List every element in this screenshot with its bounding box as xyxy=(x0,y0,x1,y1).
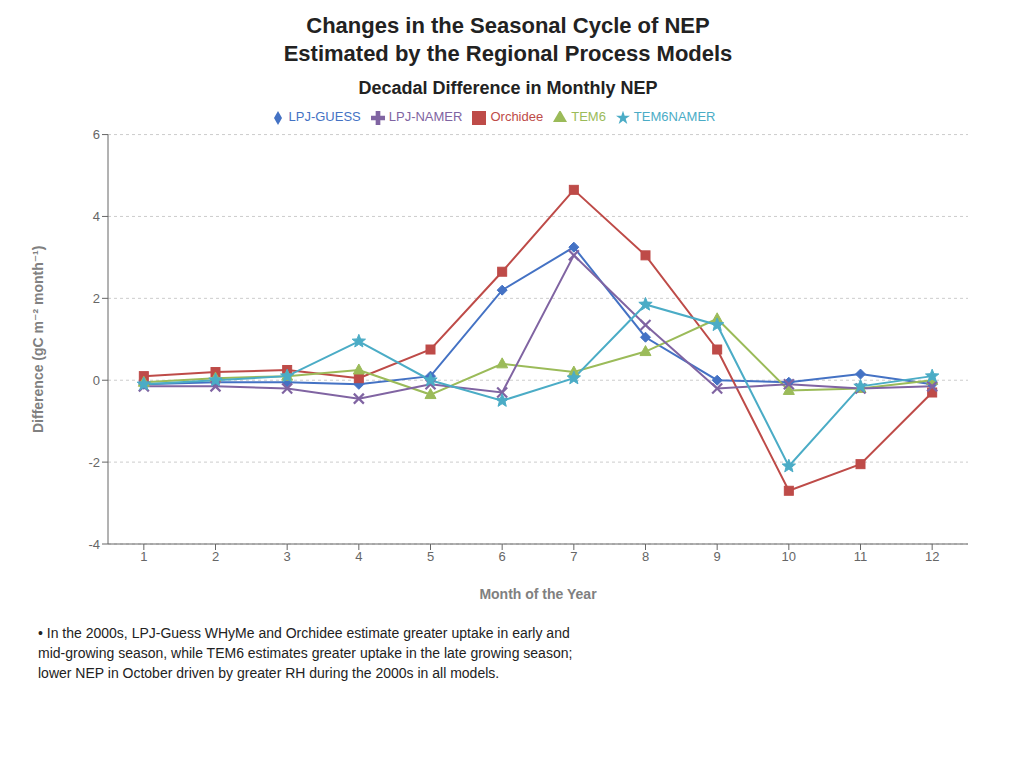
svg-text:2: 2 xyxy=(212,549,219,564)
html-text:mid-growing season, while TEM6: mid-growing season, while TEM6 estimates… xyxy=(38,645,573,661)
svg-text:6: 6 xyxy=(499,549,506,564)
svg-text:7: 7 xyxy=(570,549,577,564)
svg-text:0: 0 xyxy=(93,373,100,388)
html-text:TEM6: TEM6 xyxy=(571,109,606,124)
html-text:• In the 2000s, LPJ-Guess WHyM: • In the 2000s, LPJ-Guess WHyMe and Orch… xyxy=(38,625,570,641)
html-text:lower NEP in October driven by: lower NEP in October driven by greater R… xyxy=(38,665,500,681)
html-text:TEM6NAMER: TEM6NAMER xyxy=(633,109,716,124)
html-text:Changes in the Seasonal Cycle: Changes in the Seasonal Cycle of NEP xyxy=(306,13,710,38)
html-text:LPJ-GUESS: LPJ-GUESS xyxy=(288,109,361,124)
svg-text:2: 2 xyxy=(93,291,100,306)
svg-text:Difference (gC m⁻² month⁻¹): Difference (gC m⁻² month⁻¹) xyxy=(30,246,46,433)
html-text:Decadal Difference in Monthly: Decadal Difference in Monthly NEP xyxy=(358,78,658,98)
svg-text:11: 11 xyxy=(854,549,868,564)
svg-text:6: 6 xyxy=(93,127,100,142)
svg-text:5: 5 xyxy=(427,549,434,564)
svg-text:4: 4 xyxy=(93,209,100,224)
svg-text:3: 3 xyxy=(284,549,291,564)
svg-text:Month of the Year: Month of the Year xyxy=(479,586,597,602)
svg-text:1: 1 xyxy=(140,549,147,564)
svg-text:8: 8 xyxy=(642,549,649,564)
svg-text:12: 12 xyxy=(925,549,939,564)
svg-text:-4: -4 xyxy=(88,537,100,552)
html-text:LPJ-NAMER: LPJ-NAMER xyxy=(388,109,463,124)
svg-text:10: 10 xyxy=(782,549,796,564)
svg-text:-2: -2 xyxy=(88,455,100,470)
html-text:Orchidee: Orchidee xyxy=(490,109,544,124)
html-text:Estimated by the Regional Proc: Estimated by the Regional Process Models xyxy=(283,41,733,66)
svg-text:4: 4 xyxy=(355,549,362,564)
svg-text:9: 9 xyxy=(714,549,721,564)
